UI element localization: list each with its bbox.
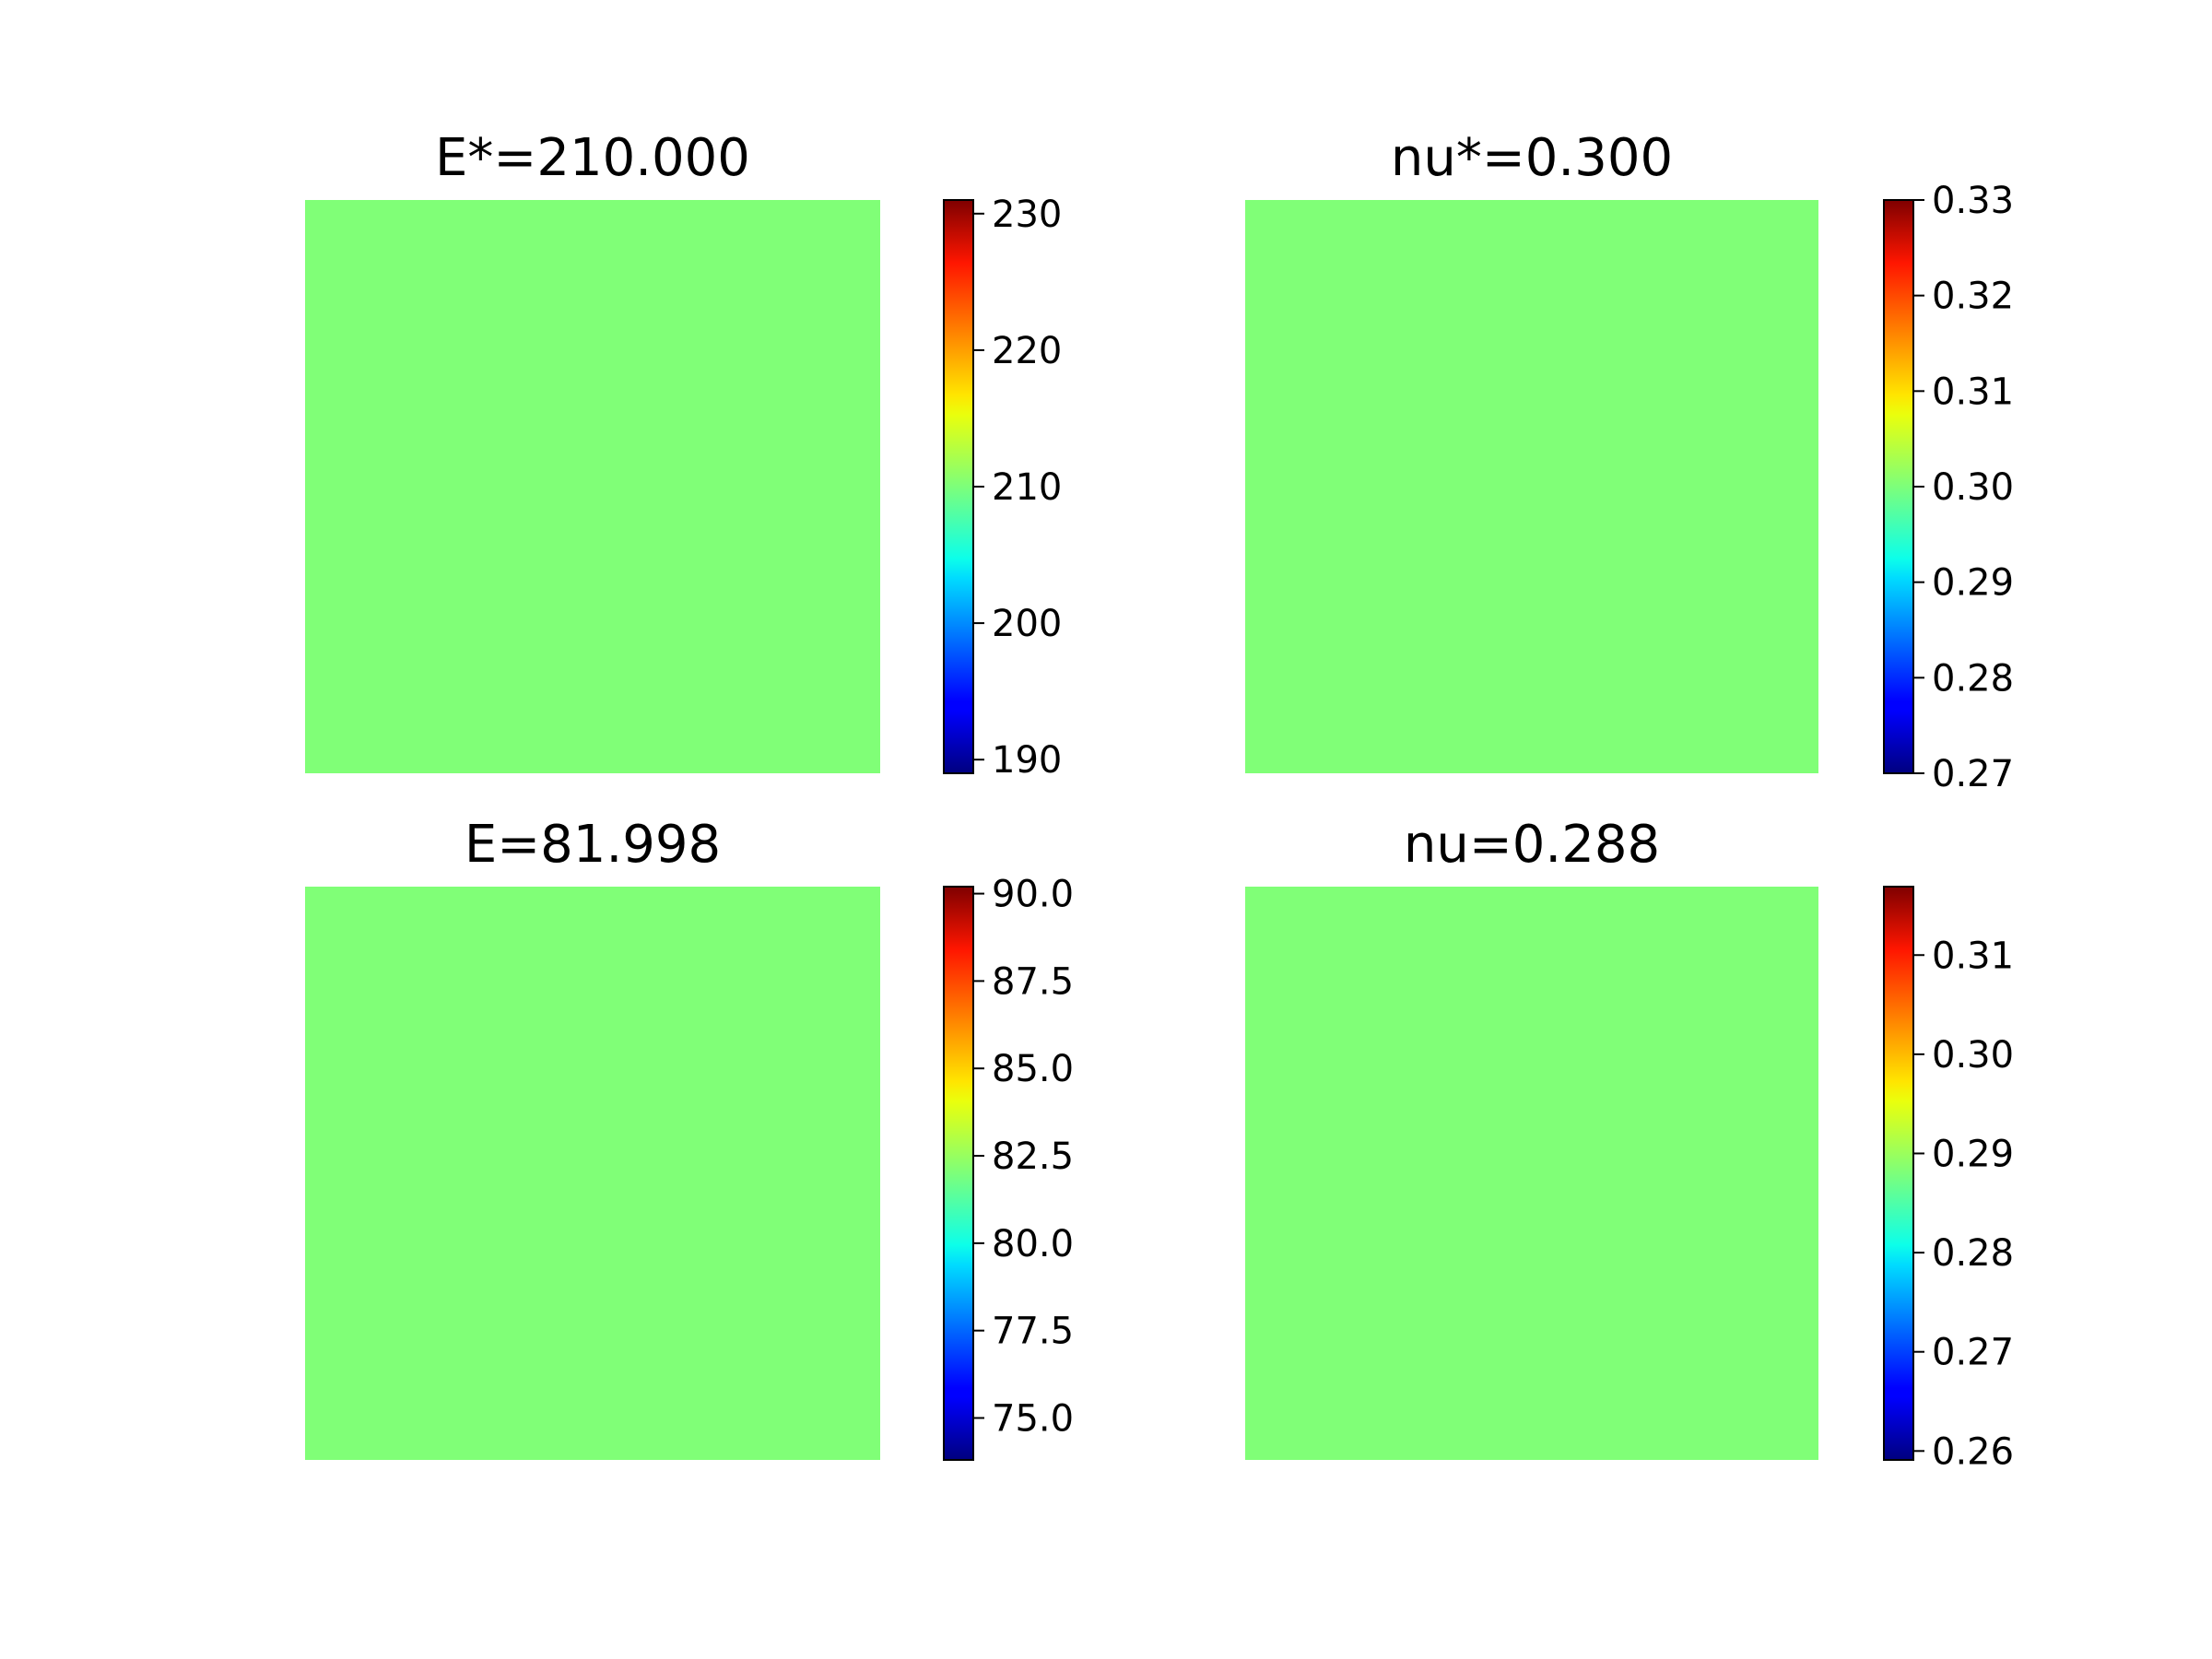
colorbar-tick-label: 0.31 [1932,371,2014,413]
colorbar-ticks: 190 200 210 220 230 [973,194,1062,782]
colorbar-tick-label: 85.0 [992,1048,1074,1090]
colorbar-ticks: 75.0 77.5 80.0 82.5 85.0 87.5 90.0 [973,874,1074,1440]
colorbar-tick-label: 0.29 [1932,1133,2014,1175]
subplot-nu: nu=0.288 0.26 0.27 0.28 0.29 0.30 0.31 [1245,815,2014,1473]
colorbar [1883,886,1914,1461]
subplot-title: E*=210.000 [435,128,750,188]
subplot-title: nu=0.288 [1404,815,1660,875]
colorbar-tick-label: 82.5 [992,1135,1074,1178]
colorbar [1883,199,1914,774]
colorbar-tick-label: 0.28 [1932,1232,2014,1275]
colorbar-tick-label: 0.30 [1932,466,2014,509]
colorbar-tick-label: 0.26 [1932,1430,2014,1473]
heatmap-cell [1245,887,1818,1460]
heatmap-cell [305,200,880,773]
colorbar-tick-label: 200 [992,603,1062,645]
colorbar [943,886,974,1461]
colorbar-tick-label: 90.0 [992,874,1074,916]
colorbar-tick-label: 77.5 [992,1311,1074,1353]
colorbar-tick-label: 80.0 [992,1223,1074,1265]
subplot-nu-star: nu*=0.300 0.27 0.28 0.29 0.30 0.31 0.32 0.33 [1245,128,2014,795]
colorbar-tick-label: 190 [992,739,1062,782]
heatmap-cell [1245,200,1818,773]
colorbar-tick-label: 230 [992,194,1062,236]
colorbar [943,199,974,774]
colorbar-tick-label: 0.30 [1932,1034,2014,1077]
colorbar-tick-label: 75.0 [992,1397,1074,1440]
subplot-e-star: E*=210.000 190 200 210 220 230 [305,128,1062,782]
colorbar-ticks: 0.26 0.27 0.28 0.29 0.30 0.31 [1913,935,2014,1473]
colorbar-tick-label: 0.29 [1932,562,2014,605]
colorbar-tick-label: 0.27 [1932,753,2014,795]
subplot-e: E=81.998 75.0 77.5 80.0 82.5 85.0 87.5 90.0 [305,815,1074,1461]
colorbar-tick-label: 220 [992,330,1062,372]
colorbar-tick-label: 0.28 [1932,657,2014,700]
colorbar-ticks: 0.27 0.28 0.29 0.30 0.31 0.32 0.33 [1913,180,2014,795]
colorbar-tick-label: 0.33 [1932,180,2014,222]
colorbar-tick-label: 0.32 [1932,276,2014,318]
subplot-title: E=81.998 [465,815,721,875]
colorbar-tick-label: 87.5 [992,960,1074,1003]
heatmap-cell [305,887,880,1460]
colorbar-tick-label: 0.27 [1932,1332,2014,1374]
colorbar-tick-label: 210 [992,466,1062,509]
subplot-title: nu*=0.300 [1391,128,1673,188]
colorbar-tick-label: 0.31 [1932,935,2014,977]
